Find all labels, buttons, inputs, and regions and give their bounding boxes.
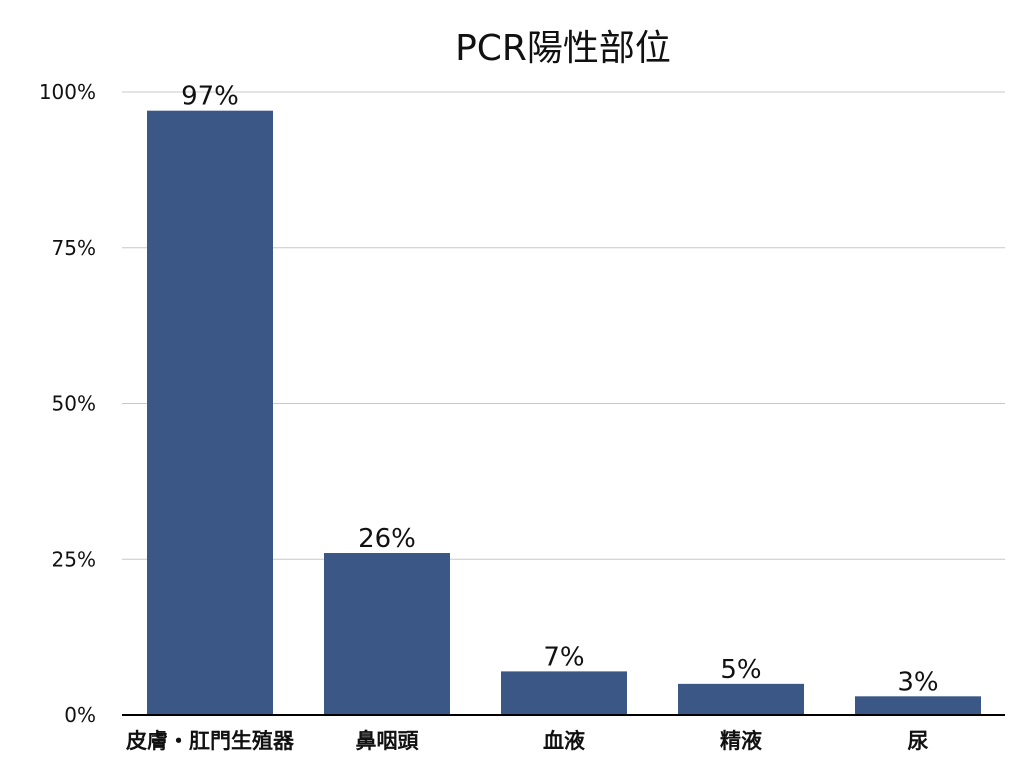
- y-tick-label: 100%: [39, 80, 96, 104]
- data-label: 7%: [543, 642, 584, 672]
- data-label: 3%: [897, 667, 938, 697]
- value-labels: 97% 26% 7% 5% 3%: [181, 82, 939, 698]
- y-tick-label: 0%: [64, 703, 96, 727]
- data-label: 5%: [720, 655, 761, 685]
- data-label: 26%: [358, 524, 416, 554]
- y-tick-label: 75%: [52, 236, 96, 260]
- y-tick-label: 25%: [52, 547, 96, 571]
- x-tick-label: 皮膚・肛門生殖器: [126, 729, 295, 753]
- y-tick-label: 50%: [52, 392, 96, 416]
- bar: [147, 110, 273, 715]
- x-tick-label: 精液: [720, 729, 762, 753]
- bar: [678, 683, 804, 715]
- bar: [855, 696, 981, 715]
- x-tick-label: 尿: [908, 729, 929, 753]
- bar: [501, 671, 627, 715]
- data-label: 97%: [181, 82, 239, 112]
- x-tick-label: 鼻咽頭: [356, 729, 420, 753]
- y-axis-ticks: 0% 25% 50% 75% 100%: [39, 80, 96, 727]
- bars: [147, 110, 981, 715]
- x-axis-ticks: 皮膚・肛門生殖器 鼻咽頭 血液 精液 尿: [126, 729, 929, 753]
- x-tick-label: 血液: [543, 729, 585, 753]
- chart-title: PCR陽性部位: [455, 28, 671, 69]
- bar: [324, 553, 450, 715]
